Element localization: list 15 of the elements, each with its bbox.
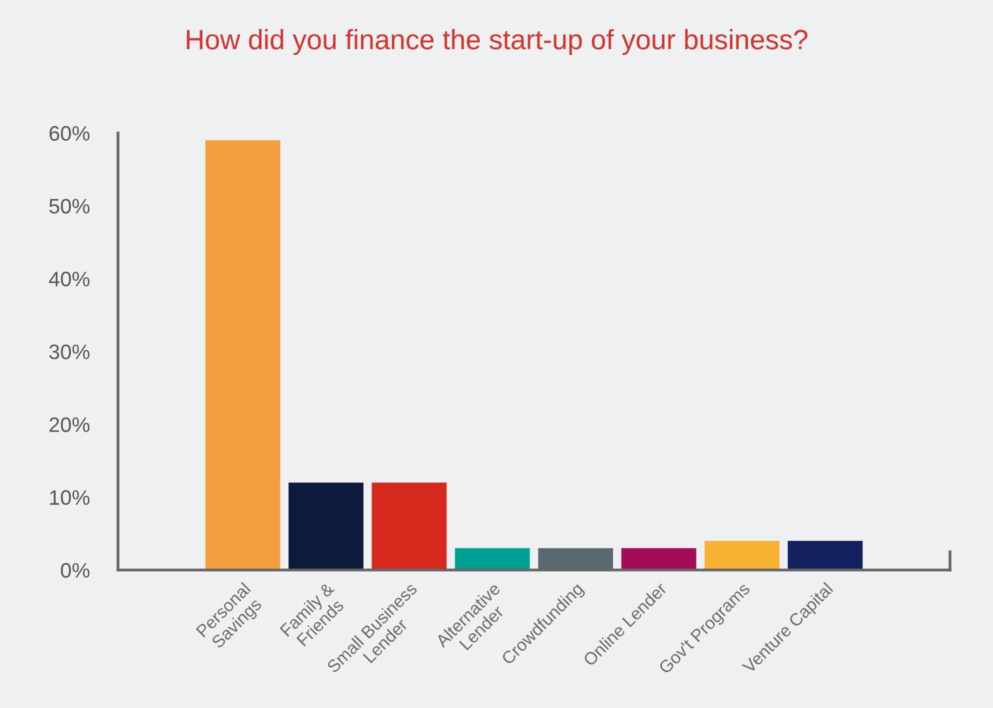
bar — [621, 548, 696, 570]
bar — [704, 540, 780, 570]
bar — [205, 140, 280, 570]
bar — [788, 540, 863, 570]
bar — [454, 548, 530, 570]
y-tick-label: 30% — [49, 344, 90, 360]
y-tick-label: 0% — [60, 563, 90, 578]
chart-title: How did you finance the start-up of your business? — [186, 29, 808, 55]
bar — [288, 482, 364, 570]
y-tick-label: 10% — [50, 490, 90, 505]
y-tick-label: 40% — [49, 272, 90, 286]
bar — [372, 482, 447, 570]
y-tick-label: 60% — [50, 126, 90, 141]
y-tick-label: 50% — [49, 198, 90, 214]
y-tick-label: 20% — [50, 417, 90, 432]
